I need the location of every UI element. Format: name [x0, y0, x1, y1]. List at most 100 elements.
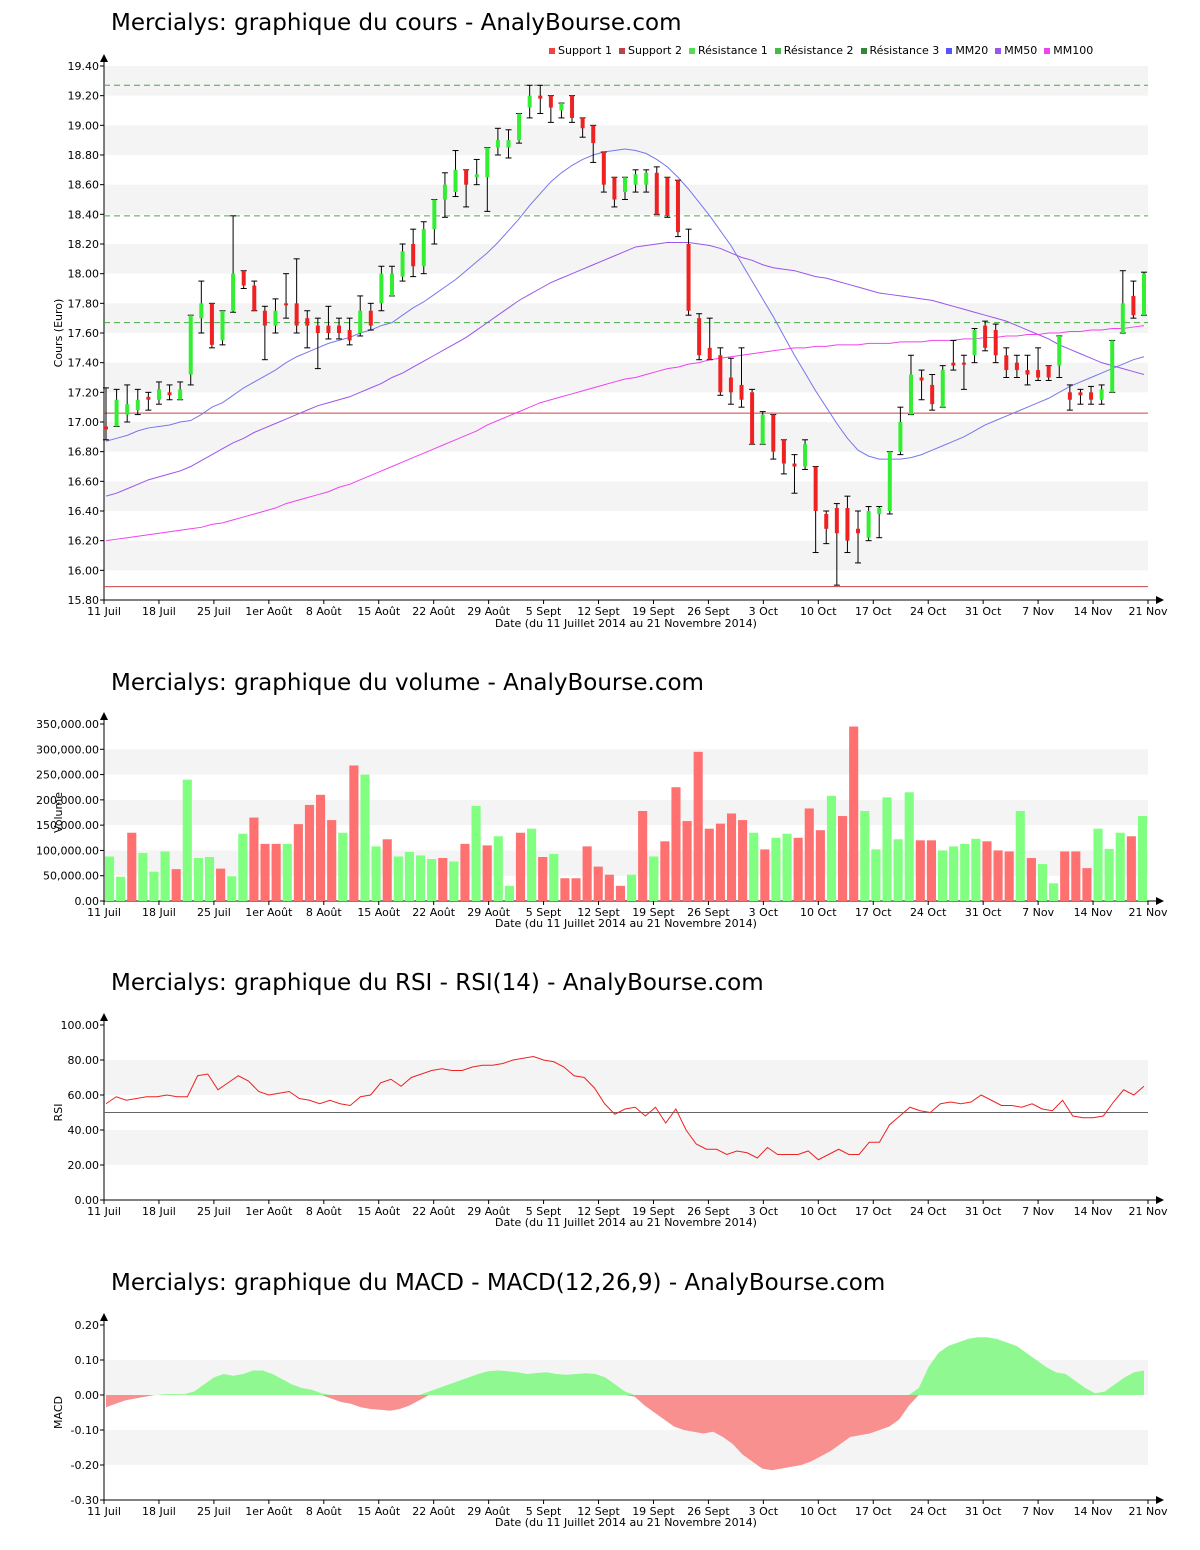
x-tick-label: 1er Août [245, 906, 293, 919]
y-tick-label: 17.60 [68, 327, 100, 340]
volume-bar [316, 794, 326, 901]
volume-bar [371, 846, 381, 901]
volume-bar [860, 810, 870, 901]
volume-bar [604, 874, 614, 901]
y-tick-label: 50,000.00 [43, 870, 99, 883]
volume-bar [293, 824, 303, 901]
y-tick-label: 40.00 [68, 1124, 100, 1137]
grid-stripe [104, 422, 1148, 452]
volume-bar [282, 843, 292, 901]
candle-body [697, 318, 702, 356]
volume-bar [871, 849, 881, 901]
y-tick-label: 300,000.00 [36, 743, 99, 756]
y-axis-arrow [100, 712, 108, 720]
volume-bar [549, 853, 559, 901]
y-tick-label: 17.40 [68, 357, 100, 370]
candle-body [1078, 392, 1083, 396]
y-tick-label: 100.00 [61, 1019, 100, 1032]
volume-bar [515, 832, 526, 901]
volume-bar [882, 797, 892, 901]
y-tick-label: 19.20 [68, 90, 100, 103]
x-tick-label: 14 Nov [1074, 605, 1113, 618]
volume-bar [1093, 828, 1103, 901]
x-tick-label: 3 Oct [749, 1505, 779, 1518]
x-tick-label: 22 Août [412, 605, 456, 618]
x-tick-label: 15 Août [357, 906, 401, 919]
candle-body [104, 426, 108, 430]
x-tick-label: 7 Nov [1022, 605, 1054, 618]
x-tick-label: 18 Juil [142, 1205, 176, 1218]
volume-bar [415, 855, 426, 901]
candle-body [930, 384, 935, 405]
y-tick-label: 350,000.00 [36, 718, 99, 731]
y-tick-label: 150,000.00 [36, 819, 99, 832]
candle-body [326, 325, 331, 333]
legend-item-2: Résistance 1 [688, 44, 768, 57]
grid-stripe [104, 303, 1148, 333]
volume-bar [1137, 816, 1147, 901]
x-tick-label: 19 Sept [632, 605, 675, 618]
y-axis-title: Cours (Euro) [52, 299, 65, 368]
volume-bar [660, 841, 670, 901]
legend-item-3: Résistance 2 [774, 44, 854, 57]
y-tick-label: -0.30 [71, 1494, 99, 1507]
legend-swatch [774, 47, 781, 54]
volume-bar [582, 846, 592, 901]
candle-body [231, 273, 236, 311]
candle-body [612, 177, 617, 200]
volume-bar [271, 843, 281, 901]
x-tick-label: 11 Juil [87, 1205, 121, 1218]
x-tick-label: 26 Sept [687, 906, 730, 919]
x-tick-label: 5 Sept [526, 1505, 562, 1518]
x-tick-label: 29 Août [467, 605, 511, 618]
volume-bar [1049, 883, 1059, 901]
x-tick-label: 31 Oct [965, 906, 1002, 919]
volume-bar [260, 843, 270, 901]
x-tick-label: 24 Oct [910, 1505, 947, 1518]
rsi-line [105, 1055, 1145, 1161]
candle-body [728, 377, 733, 393]
candle-body [1142, 273, 1146, 316]
x-tick-label: 17 Oct [855, 1205, 892, 1218]
candle-body [675, 180, 680, 233]
candle-body [125, 404, 130, 415]
x-tick-label: 5 Sept [526, 906, 562, 919]
candle-body [1067, 392, 1072, 400]
volume-bar [216, 868, 226, 901]
volume-bar [1126, 836, 1136, 901]
y-tick-label: 16.80 [68, 446, 100, 459]
volume-bar [182, 779, 192, 901]
x-tick-label: 17 Oct [855, 1505, 892, 1518]
x-tick-label: 22 Août [412, 1505, 456, 1518]
y-tick-label: 0.10 [75, 1354, 100, 1367]
legend-item-5: MM20 [946, 44, 988, 57]
volume-bar [893, 839, 903, 901]
volume-bar [393, 856, 403, 901]
x-tick-label: 24 Oct [910, 906, 947, 919]
x-tick-label: 22 Août [412, 906, 456, 919]
y-axis-title: MACD [52, 1396, 65, 1429]
legend-swatch [1044, 47, 1051, 54]
x-tick-label: 22 Août [412, 1205, 456, 1218]
x-tick-label: 15 Août [357, 1505, 401, 1518]
moving-average-mm100 [105, 325, 1145, 542]
volume-bar [1037, 864, 1048, 901]
volume-bar [560, 878, 570, 901]
volume-bar [849, 726, 859, 901]
candle-body [135, 399, 140, 411]
x-tick-label: 12 Sept [577, 906, 620, 919]
legend-label: MM100 [1053, 44, 1094, 57]
x-tick-label: 7 Nov [1022, 1205, 1054, 1218]
grid-stripe [104, 481, 1148, 511]
x-tick-label: 26 Sept [687, 1505, 730, 1518]
candle-body [411, 244, 416, 267]
volume-bar [1026, 858, 1036, 901]
grid-stripe [104, 244, 1148, 274]
legend-swatch [549, 47, 555, 54]
candle-body [834, 508, 839, 534]
volume-bar [460, 843, 470, 901]
volume-bar [204, 857, 215, 901]
candle-body [262, 310, 267, 326]
y-tick-label: 250,000.00 [36, 769, 99, 782]
x-tick-label: 18 Juil [142, 605, 176, 618]
